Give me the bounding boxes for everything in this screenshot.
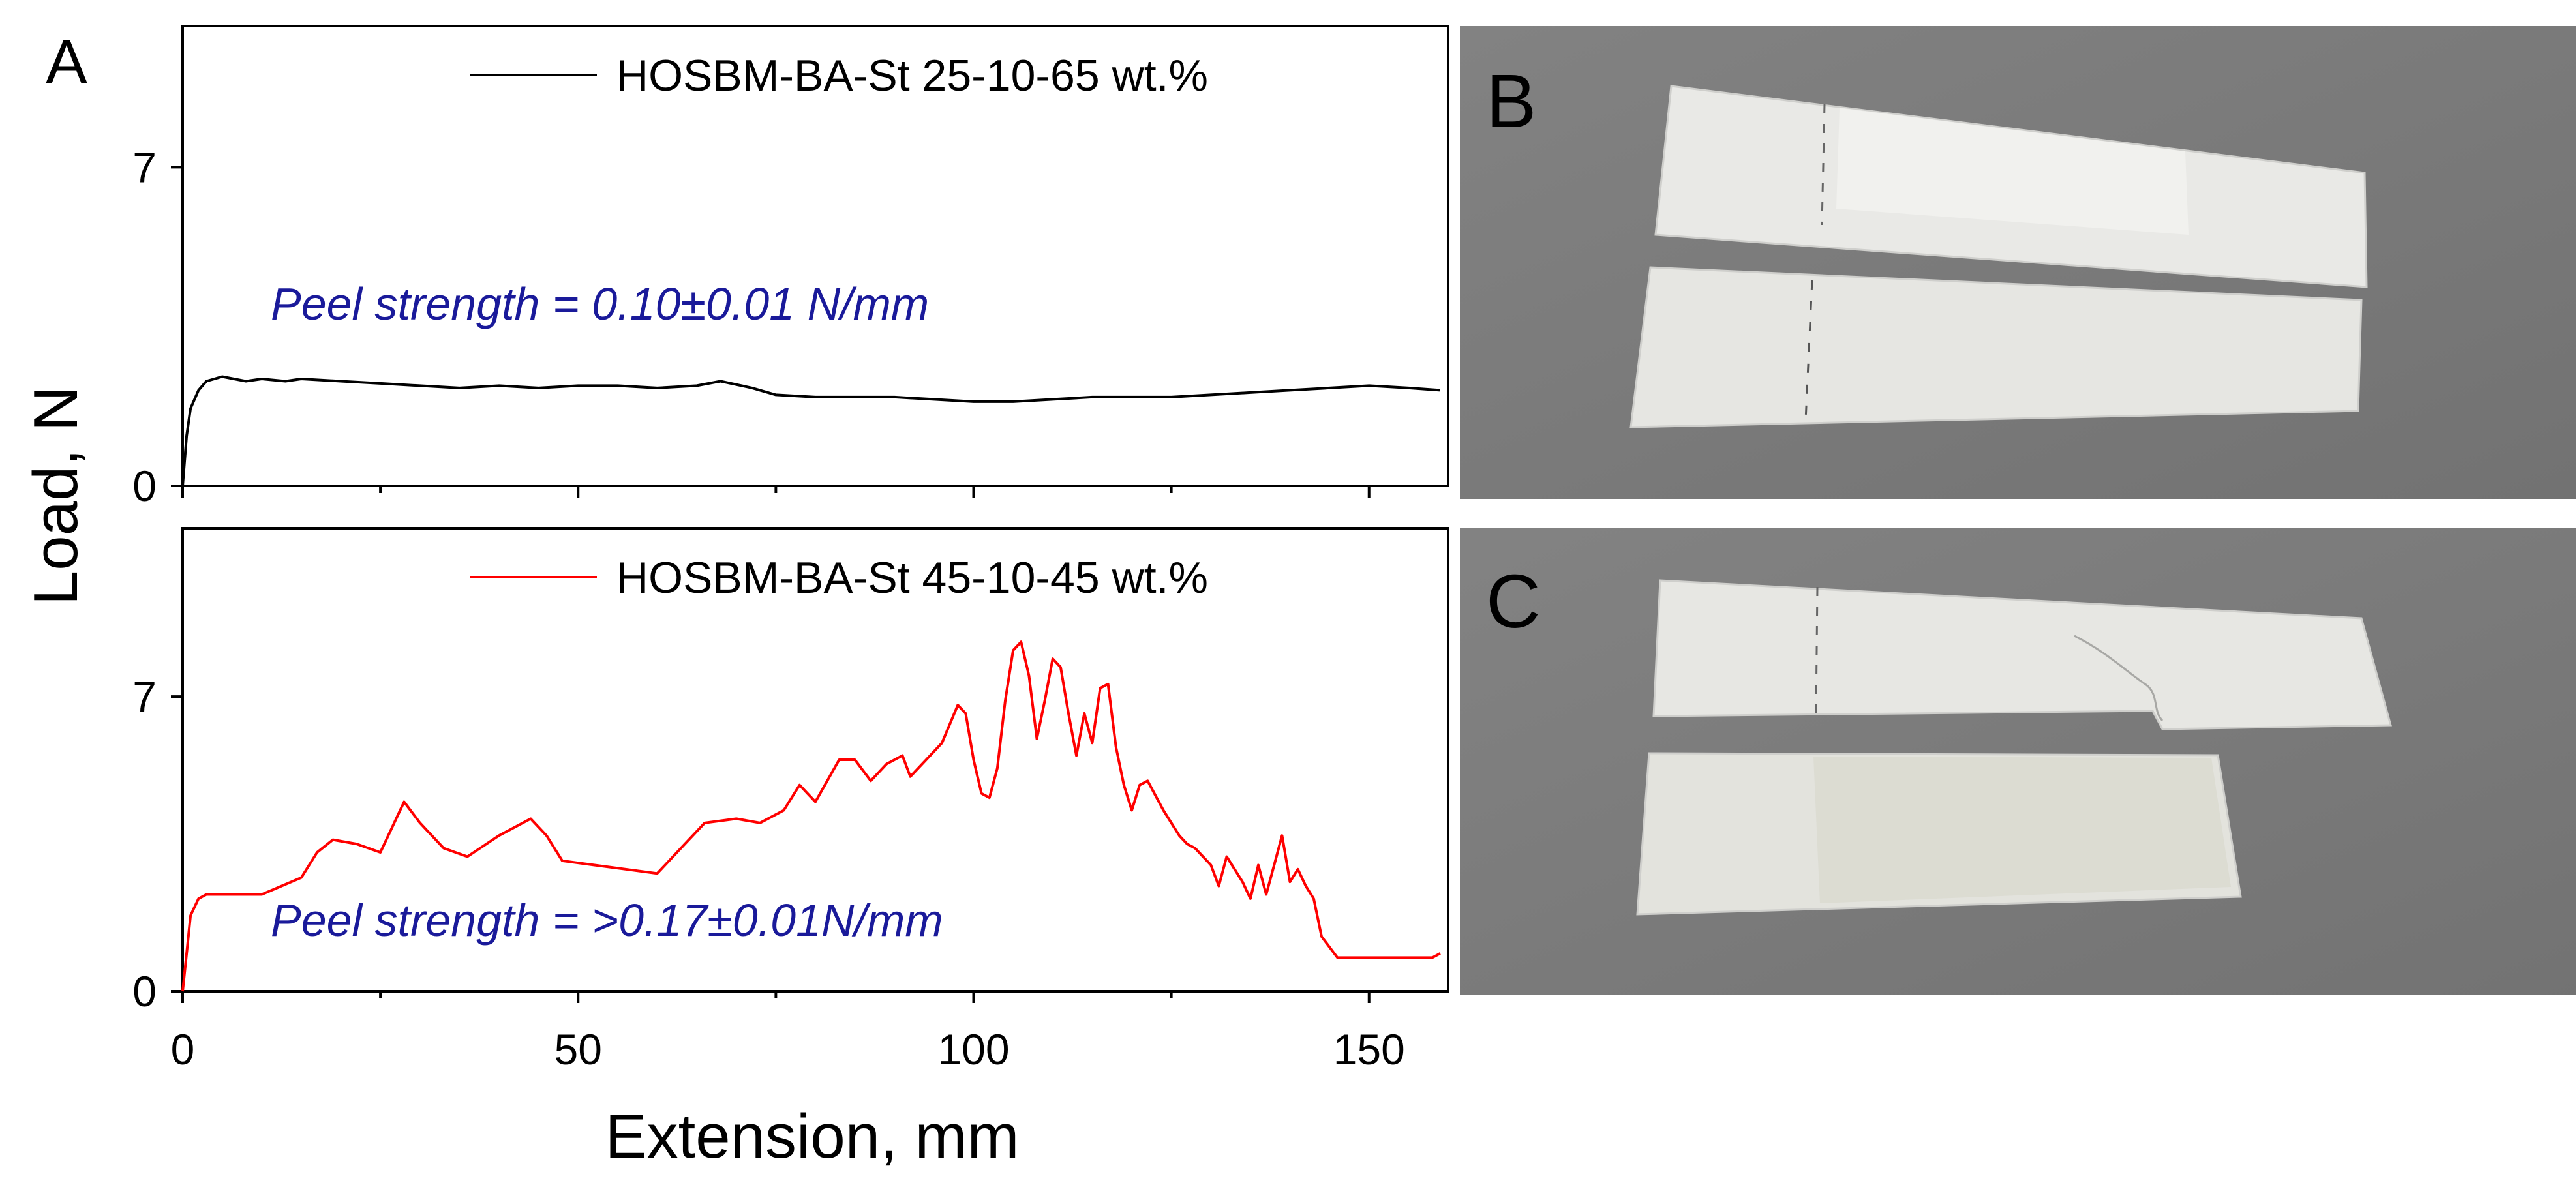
- photo-c-strip-bottom-adhesive: [1813, 757, 2231, 903]
- y-axis-label: Load, N: [21, 386, 91, 605]
- photo-b-strip-top-mark: [1821, 104, 1826, 226]
- photo-b: B: [1460, 26, 2576, 499]
- peel-strength-annotation: Peel strength = >0.17±0.01N/mm: [271, 895, 943, 946]
- photo-c-strip-top: [1652, 579, 2392, 730]
- panel-b-label: B: [1486, 59, 1536, 143]
- photo-c-strip-top-crack: [2074, 635, 2164, 722]
- panel-a-label: A: [46, 27, 87, 97]
- x-tick-label: 0: [171, 1025, 195, 1073]
- x-tick-label: 50: [554, 1025, 602, 1073]
- plot-frame: [181, 25, 1449, 487]
- series-line: [181, 375, 1441, 487]
- peel-strength-annotation: Peel strength = 0.10±0.01 N/mm: [271, 278, 929, 329]
- y-tick-label: 0: [132, 462, 157, 510]
- chart-bottom: 0 50 100 150 0 7 HOSBM-BA-St 45-10-45 wt.% Peel…: [132, 527, 1449, 1073]
- series-line: [181, 640, 1441, 992]
- photo-c: C: [1460, 528, 2576, 995]
- x-tick-label: 100: [937, 1025, 1009, 1073]
- x-tick-label: 150: [1333, 1025, 1405, 1073]
- photo-b-shade: [1460, 26, 2576, 499]
- panel-c-label: C: [1486, 559, 1541, 644]
- chart-top: 0 7 HOSBM-BA-St 25-10-65 wt.% Peel strength…: [132, 25, 1449, 510]
- plot-frame: [181, 527, 1449, 993]
- y-tick-label: 0: [132, 967, 157, 1015]
- y-tick-label: 7: [132, 672, 157, 721]
- photo-b-strip-top-sheen: [1836, 108, 2189, 235]
- x-axis-label: Extension, mm: [605, 1102, 1020, 1171]
- photo-c-strip-top-mark: [1815, 586, 1819, 715]
- legend-label: HOSBM-BA-St 25-10-65 wt.%: [616, 51, 1208, 100]
- legend-label: HOSBM-BA-St 45-10-45 wt.%: [616, 553, 1208, 603]
- photo-b-strip-bottom: [1629, 266, 2363, 428]
- y-tick-label: 7: [132, 143, 157, 191]
- photo-b-strip-bottom-mark: [1804, 280, 1813, 421]
